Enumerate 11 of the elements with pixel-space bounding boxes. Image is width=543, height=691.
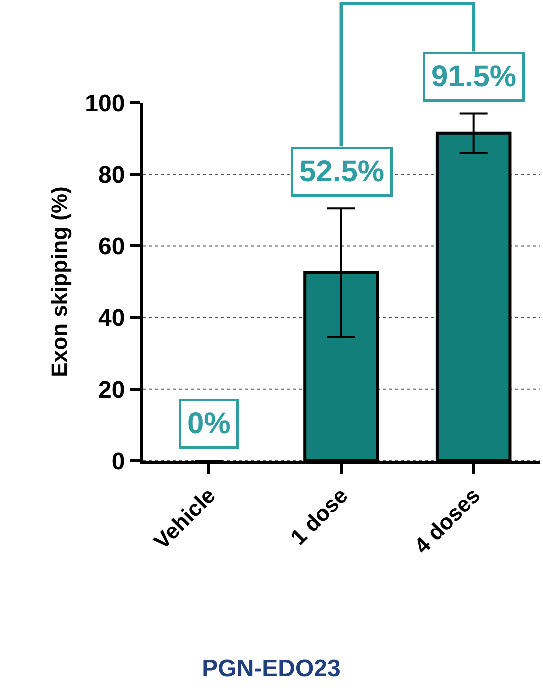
y-tick-label: 20	[98, 376, 126, 404]
text: PGN-EDO23	[202, 656, 341, 683]
y-tick-label: 80	[98, 162, 126, 189]
y-tick-label: 100	[85, 90, 126, 118]
y-axis-title: Exon skipping (%)	[46, 186, 72, 378]
data-label: 52.5%	[300, 156, 385, 188]
y-tick-label: 0	[112, 448, 126, 476]
y-tick-label: 40	[98, 305, 126, 332]
data-label: 0%	[188, 408, 231, 440]
y-tick-label: 60	[98, 234, 126, 261]
data-label: 91.5%	[432, 60, 517, 94]
